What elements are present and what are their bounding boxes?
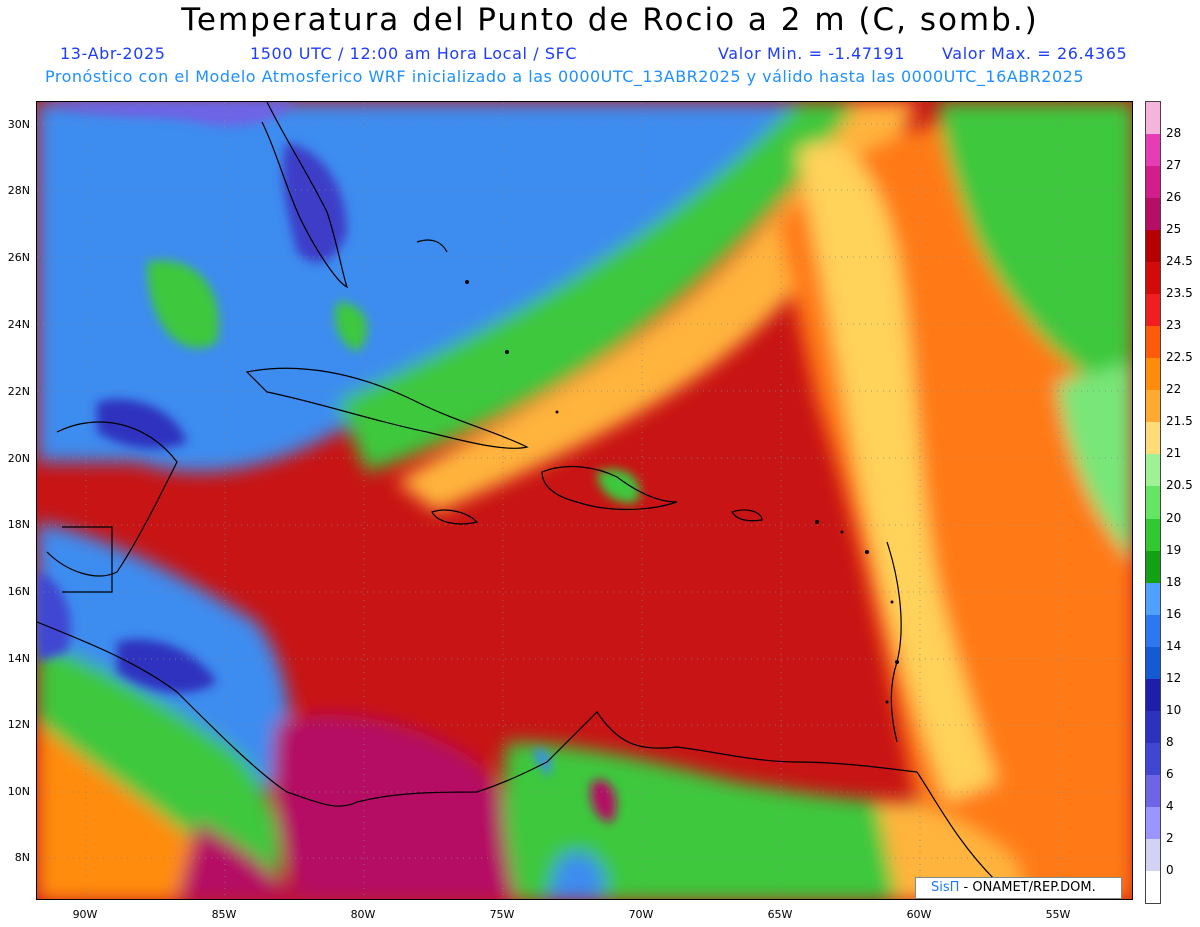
color-scale-swatch (1146, 838, 1160, 872)
color-scale-swatch (1146, 422, 1160, 455)
color-scale-swatch (1146, 390, 1160, 423)
color-scale-swatch (1146, 486, 1160, 519)
color-scale-swatch (1146, 806, 1160, 840)
color-scale-swatch (1146, 710, 1160, 744)
color-scale-swatch (1146, 774, 1160, 808)
lon-label-75w: 75W (489, 908, 515, 921)
color-scale-label: 22 (1166, 382, 1182, 397)
lat-label-8n: 8N (14, 851, 30, 864)
forecast-model-info: Pronóstico con el Modelo Atmosferico WRF… (45, 67, 1085, 86)
color-scale-label: 27 (1166, 158, 1182, 173)
color-scale-label: 22.5 (1166, 350, 1193, 365)
color-scale-label: 14 (1166, 638, 1182, 653)
map-canvas (37, 102, 1132, 899)
lon-label-65w: 65W (767, 908, 793, 921)
min-value: Valor Min. = -1.47191 (718, 44, 905, 63)
color-scale-label: 25 (1166, 222, 1182, 237)
lat-label-10n: 10N (7, 785, 30, 798)
color-scale-swatch (1146, 294, 1160, 327)
color-scale-swatch (1146, 166, 1160, 199)
forecast-time: 1500 UTC / 12:00 am Hora Local / SFC (250, 44, 578, 63)
lon-label-85w: 85W (211, 908, 237, 921)
color-scale-swatch (1146, 198, 1160, 231)
color-scale-label: 26 (1166, 190, 1182, 205)
color-scale-swatch (1146, 678, 1160, 712)
color-scale-swatch (1146, 550, 1160, 584)
forecast-date: 13-Abr-2025 (60, 44, 166, 63)
color-scale-swatch (1146, 230, 1160, 263)
color-scale-label: 16 (1166, 606, 1182, 621)
color-scale-label: 0 (1166, 862, 1174, 877)
color-scale-swatch (1146, 102, 1160, 135)
max-value: Valor Max. = 26.4365 (942, 44, 1128, 63)
lon-label-80w: 80W (350, 908, 376, 921)
color-scale-label: 21.5 (1166, 414, 1193, 429)
color-scale-swatch (1146, 582, 1160, 616)
brand-logo: SisΠ (931, 880, 960, 895)
lon-label-55w: 55W (1045, 908, 1071, 921)
lat-label-28n: 28N (7, 184, 30, 197)
color-scale-label: 4 (1166, 798, 1174, 813)
color-scale-label: 12 (1166, 670, 1182, 685)
color-scale-swatch (1146, 326, 1160, 359)
lon-label-90w: 90W (72, 908, 98, 921)
color-scale-label: 23 (1166, 318, 1182, 333)
color-scale-swatch (1146, 646, 1160, 680)
lon-label-70w: 70W (628, 908, 654, 921)
color-scale-label: 8 (1166, 734, 1174, 749)
coastlines (37, 102, 998, 883)
color-scale-label: 20 (1166, 510, 1182, 525)
color-scale-label: 19 (1166, 542, 1182, 557)
color-scale-label: 24.5 (1166, 254, 1193, 269)
map-title: Temperatura del Punto de Rocio a 2 m (C,… (181, 2, 1039, 38)
color-scale-swatch (1146, 358, 1160, 391)
color-scale-label: 2 (1166, 830, 1174, 845)
lat-label-14n: 14N (7, 652, 30, 665)
color-scale-label: 18 (1166, 574, 1182, 589)
color-scale-swatch (1146, 518, 1160, 552)
lat-label-26n: 26N (7, 251, 30, 264)
color-scale-swatch (1146, 134, 1160, 167)
lat-label-20n: 20N (7, 452, 30, 465)
credit-box: SisΠ - ONAMET/REP.DOM. (915, 877, 1122, 899)
dewpoint-map (36, 101, 1133, 900)
islands (465, 280, 899, 704)
color-scale-bar (1145, 101, 1161, 904)
color-scale-swatch (1146, 614, 1160, 648)
color-scale-label: 20.5 (1166, 478, 1193, 493)
lon-label-60w: 60W (906, 908, 932, 921)
organization-name: - ONAMET/REP.DOM. (959, 880, 1096, 895)
lat-label-12n: 12N (7, 718, 30, 731)
color-scale-label: 23.5 (1166, 286, 1193, 301)
color-scale-label: 6 (1166, 766, 1174, 781)
color-scale-swatch (1146, 870, 1160, 903)
lat-label-16n: 16N (7, 585, 30, 598)
color-scale-swatch (1146, 742, 1160, 776)
lat-label-22n: 22N (7, 385, 30, 398)
lat-label-24n: 24N (7, 318, 30, 331)
color-scale-label: 21 (1166, 446, 1182, 461)
lat-label-18n: 18N (7, 518, 30, 531)
color-scale-label: 28 (1166, 126, 1182, 141)
color-scale-swatch (1146, 454, 1160, 487)
color-scale-label: 10 (1166, 702, 1182, 717)
color-scale-swatch (1146, 262, 1160, 295)
lat-label-30n: 30N (7, 118, 30, 131)
